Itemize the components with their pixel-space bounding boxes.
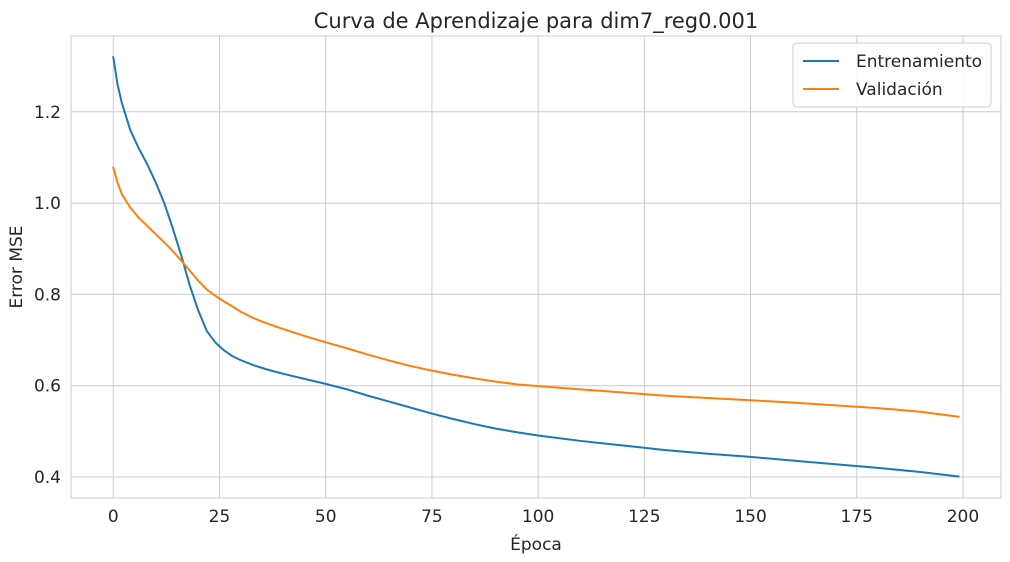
legend-box — [792, 42, 992, 108]
series-group — [112, 56, 960, 478]
legend-label-entrenamiento: Entrenamiento — [856, 52, 982, 72]
y-tick-label: 1.2 — [34, 103, 61, 123]
series-line-validacion — [112, 166, 960, 418]
y-tick-label: 1.0 — [34, 194, 61, 214]
y-tick-label: 0.6 — [34, 377, 61, 397]
y-tick-label: 0.4 — [34, 468, 61, 488]
y-axis-label: Error MSE — [7, 225, 27, 308]
x-tick-label: 125 — [628, 507, 660, 527]
x-axis-label: Época — [510, 533, 562, 555]
y-tick-label: 0.8 — [34, 285, 61, 305]
tick-labels: 0 25 50 75 100 125 150 175 200 0.4 0.6 0.8 1.0 1.2 — [34, 103, 979, 527]
legend: Entrenamiento Validación — [792, 42, 992, 108]
chart-title: Curva de Aprendizaje para dim7_reg0.001 — [314, 9, 759, 34]
x-tick-label: 175 — [841, 507, 873, 527]
x-tick-label: 200 — [947, 507, 979, 527]
x-tick-label: 100 — [522, 507, 554, 527]
x-tick-label: 50 — [315, 507, 337, 527]
x-tick-label: 25 — [209, 507, 231, 527]
x-tick-label: 75 — [421, 507, 443, 527]
x-tick-label: 150 — [734, 507, 766, 527]
grid — [71, 36, 1001, 498]
legend-label-validacion: Validación — [856, 80, 943, 100]
x-tick-label: 0 — [108, 507, 119, 527]
plot-frame — [70, 35, 1002, 499]
series-line-entrenamiento — [112, 56, 960, 478]
